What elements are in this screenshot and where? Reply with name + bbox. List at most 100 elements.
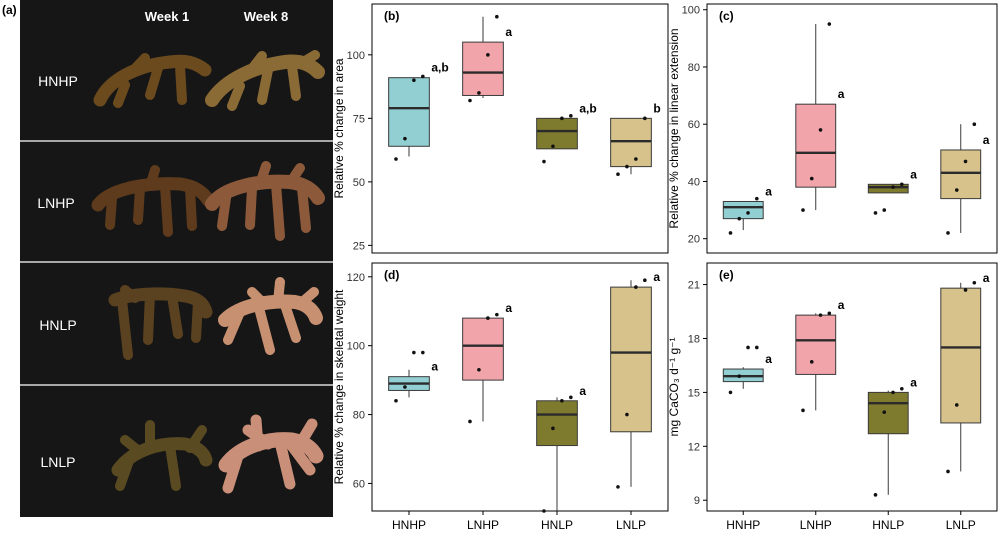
data-point [634,285,638,289]
box-hnhp: a [722,345,772,395]
row-label-hnlp: HNLP [39,317,76,333]
y-tick-label: 40 [688,176,700,188]
significance-label: a [910,167,917,181]
coral-photo-hnlp-week-8 [218,277,323,355]
significance-label: a [505,301,512,315]
data-point [900,386,904,391]
row-label-hnhp: HNHP [38,73,78,89]
data-point [394,157,398,161]
x-tick-label: LNHP [800,518,832,532]
data-point [873,211,878,215]
box-body [722,200,764,220]
y-tick-label: 100 [347,341,365,353]
y-tick-label: 20 [688,234,700,246]
data-point [616,485,620,489]
box-lnlp: a [940,271,990,474]
data-point [616,172,620,177]
box-body [536,117,578,150]
significance-label: a [765,352,772,366]
box-hnhp: a [388,350,438,403]
data-point [477,91,481,95]
data-point [412,350,416,355]
data-point [873,493,878,497]
data-point [560,398,564,403]
data-point [403,385,407,389]
data-point [737,374,742,379]
data-point [421,350,425,355]
significance-label: a,b [579,101,596,115]
box-lnhp: a [795,22,845,212]
significance-label: a [653,270,660,284]
data-point [495,312,499,317]
box-lnlp: a [610,270,660,489]
box-hnlp: a,b [536,101,597,164]
y-tick-label: 120 [347,272,365,284]
significance-label: a [838,298,845,312]
coral-photo-hnhp-week-8 [205,50,325,111]
box-hnlp: a [867,167,917,215]
box-lnhp: a [462,14,512,103]
y-axis-label: Relative % change in skeletal weight [332,289,346,484]
x-tick-label: LNLP [946,518,976,532]
data-point [827,22,832,26]
data-point [643,278,647,283]
data-point [542,159,546,164]
data-point [394,398,398,403]
y-tick-label: 18 [688,333,700,345]
data-point [954,188,959,192]
data-point [625,412,629,417]
data-point [625,164,629,169]
box-hnhp: a [722,184,772,235]
row-label-lnlp: LNLP [40,454,75,470]
data-point [634,157,638,161]
y-tick-label: 25 [353,240,365,252]
y-tick-label: 15 [688,387,700,399]
x-tick-label: HNHP [726,518,760,532]
data-point [801,208,805,212]
box-body [867,183,909,194]
x-tick-label: LNHP [467,518,499,532]
significance-label: a [983,271,990,285]
data-point [946,469,950,474]
data-point [542,509,546,513]
significance-label: a [431,360,438,374]
y-axis-label: mg CaCO₃ d⁻¹ g⁻¹ [667,338,681,437]
data-point [882,208,887,212]
data-point [954,403,959,407]
data-point [818,313,823,317]
plot-frame [371,262,669,512]
box-hnlp: a [867,375,917,497]
plot-frame [706,3,998,254]
row-label-lnhp: LNHP [37,195,74,211]
box-body [867,391,909,435]
box-body [462,41,504,96]
data-point [728,231,733,235]
y-tick-label: 9 [694,495,700,507]
data-point [891,185,895,189]
data-point [551,144,555,149]
data-point [468,98,472,103]
coral-photo-hnlp-week-1 [108,285,213,360]
data-point [495,14,499,19]
significance-label: a [579,384,586,398]
panel-b-letter: (b) [384,9,399,23]
box-body [610,117,652,168]
significance-label: a [910,375,917,389]
data-point [421,74,425,79]
data-point [972,280,977,285]
box-lnlp: b [610,101,661,177]
x-tick-label: LNLP [616,518,646,532]
data-point [551,426,555,431]
data-point [746,211,750,215]
panel-d-letter: (d) [384,268,399,282]
data-point [755,345,759,350]
y-tick-label: 100 [682,5,700,17]
data-point [882,410,887,414]
box-body [388,77,430,147]
coral-photo-lnlp-week-8 [218,414,324,494]
x-tick-label: HNLP [872,518,904,532]
